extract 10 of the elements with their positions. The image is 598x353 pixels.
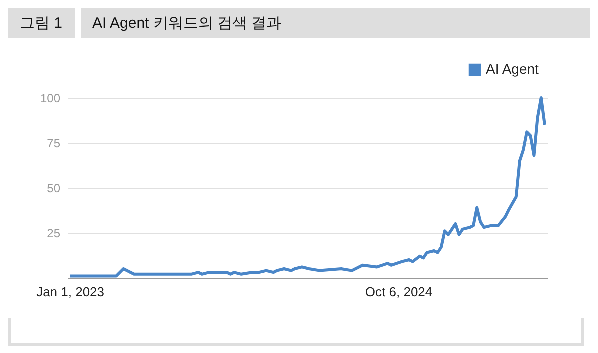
- y-tick-label: 100: [40, 92, 61, 106]
- x-tick-label: Jan 1, 2023: [36, 284, 105, 300]
- line-series: [68, 96, 546, 278]
- x-tick-label: Oct 6, 2024: [365, 284, 433, 300]
- y-tick-label: 25: [47, 226, 61, 240]
- chart-title: AI Agent 키워드의 검색 결과: [80, 8, 590, 38]
- legend-label: AI Agent: [486, 61, 540, 77]
- caption: 그림 1: [8, 8, 75, 38]
- y-tick-label: 50: [47, 182, 61, 196]
- y-tick-label: 75: [47, 136, 61, 150]
